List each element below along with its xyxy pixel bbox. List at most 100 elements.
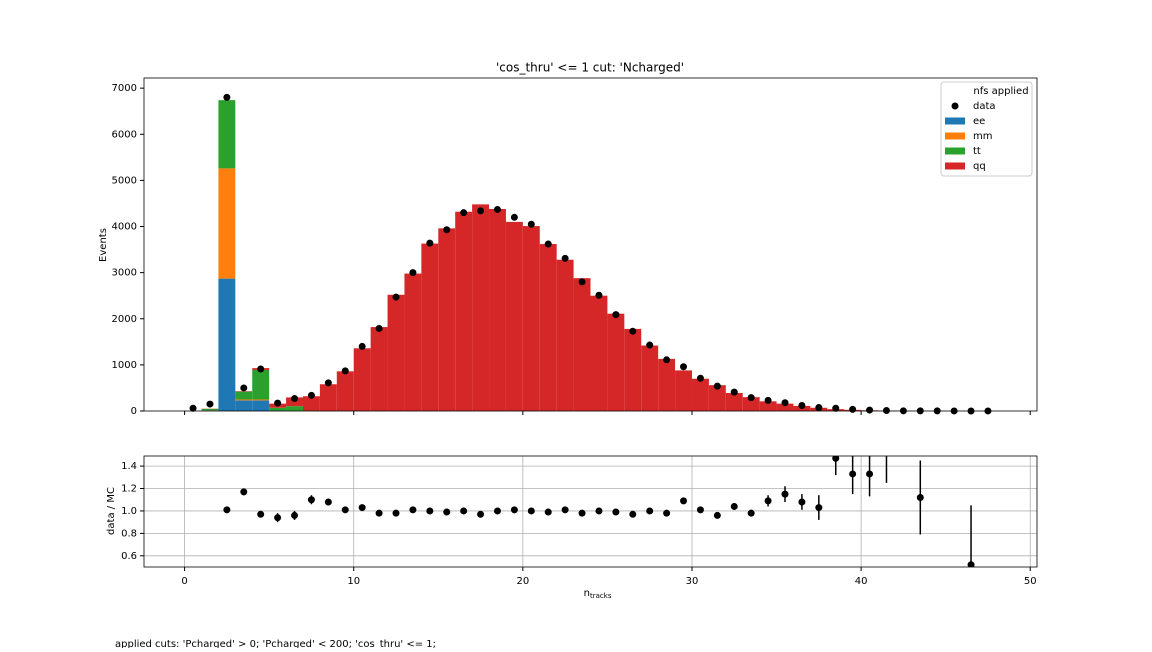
ratio-point <box>545 509 552 516</box>
data-point <box>393 294 400 301</box>
data-point <box>545 241 552 248</box>
data-point <box>663 356 670 363</box>
data-point <box>579 278 586 285</box>
ratio-point <box>579 510 586 517</box>
bar <box>523 226 540 411</box>
bar <box>252 399 269 400</box>
ratio-point <box>223 506 230 513</box>
data-point <box>714 383 721 390</box>
data-point <box>680 363 687 370</box>
data-point <box>511 214 518 221</box>
data-point <box>325 379 332 386</box>
legend-swatch <box>945 118 965 125</box>
ratio-point <box>866 470 873 477</box>
bar <box>337 371 354 411</box>
y-tick-label: 1.2 <box>121 484 137 495</box>
ratio-point <box>257 511 264 518</box>
bar <box>218 168 235 278</box>
y-tick-label: 0 <box>131 406 137 417</box>
data-point <box>629 328 636 335</box>
bar <box>286 406 303 411</box>
legend-label: qq <box>973 161 986 172</box>
ratio-point <box>748 510 755 517</box>
data-point <box>342 367 349 374</box>
bar <box>421 244 438 411</box>
ratio-point <box>697 506 704 513</box>
y-tick-label: 2000 <box>112 314 137 325</box>
data-point <box>460 209 467 216</box>
x-axis-label-sub: tracks <box>590 592 612 600</box>
ratio-point <box>984 395 991 402</box>
y-tick-label: 3000 <box>112 268 137 279</box>
legend-swatch <box>945 163 965 170</box>
ratio-point <box>359 504 366 511</box>
ratio-point <box>426 507 433 514</box>
ratio-point <box>917 494 924 501</box>
y-axis-label: Events <box>98 228 109 262</box>
bar <box>675 370 692 411</box>
ratio-point <box>325 498 332 505</box>
y-tick-label: 7000 <box>112 83 137 94</box>
bar <box>354 348 371 411</box>
x-tick-label: 30 <box>686 576 699 587</box>
ratio-point <box>849 470 856 477</box>
bar <box>388 295 405 411</box>
y-tick-label: 4000 <box>112 222 137 233</box>
ratio-point <box>494 507 501 514</box>
data-point <box>240 384 247 391</box>
bar <box>235 399 252 400</box>
bar <box>607 314 624 411</box>
bar <box>692 379 709 411</box>
ratio-point <box>477 511 484 518</box>
ratio-point <box>342 506 349 513</box>
bar <box>472 204 489 411</box>
bar <box>540 244 557 411</box>
data-point <box>815 404 822 411</box>
data-point <box>206 401 213 408</box>
data-point <box>731 389 738 396</box>
y-tick-label: 5000 <box>112 175 137 186</box>
ratio-point <box>612 509 619 516</box>
y-tick-label: 0.8 <box>121 528 137 539</box>
ratio-point <box>646 507 653 514</box>
bar <box>320 384 337 411</box>
ratio-point <box>511 506 518 513</box>
x-tick-label: 0 <box>181 576 187 587</box>
legend-label: mm <box>973 131 992 142</box>
ratio-point <box>595 507 602 514</box>
data-point <box>443 226 450 233</box>
ratio-point <box>562 506 569 513</box>
ratio-point <box>798 498 805 505</box>
axes-frame <box>144 456 1037 567</box>
ratio-point <box>528 507 535 514</box>
bar <box>252 370 269 400</box>
footer-note: applied cuts: 'Pcharged' > 0; 'Pcharged'… <box>115 639 436 648</box>
bar <box>404 274 421 411</box>
bar <box>591 296 608 411</box>
ratio-point <box>883 429 890 436</box>
data-point <box>883 407 890 414</box>
data-point <box>223 94 230 101</box>
bar <box>235 400 252 411</box>
x-tick-label: 50 <box>1024 576 1037 587</box>
data-point <box>646 342 653 349</box>
bar <box>371 327 388 411</box>
y-tick-label: 1000 <box>112 360 137 371</box>
ratio-point <box>680 497 687 504</box>
ratio-point <box>291 512 298 519</box>
ratio-point <box>629 511 636 518</box>
bar <box>624 329 641 411</box>
legend-label: ee <box>973 116 985 127</box>
x-tick-label: 40 <box>855 576 868 587</box>
plots: 010002000300040005000600070000.60.81.01.… <box>112 78 1037 624</box>
bar <box>218 279 235 411</box>
data-point <box>426 240 433 247</box>
y-tick-label: 1.4 <box>121 461 137 472</box>
ratio-point <box>781 491 788 498</box>
y-tick-label: 6000 <box>112 129 137 140</box>
data-point <box>866 407 873 414</box>
legend-marker <box>952 103 959 110</box>
data-point <box>274 400 281 407</box>
bar <box>641 346 658 411</box>
